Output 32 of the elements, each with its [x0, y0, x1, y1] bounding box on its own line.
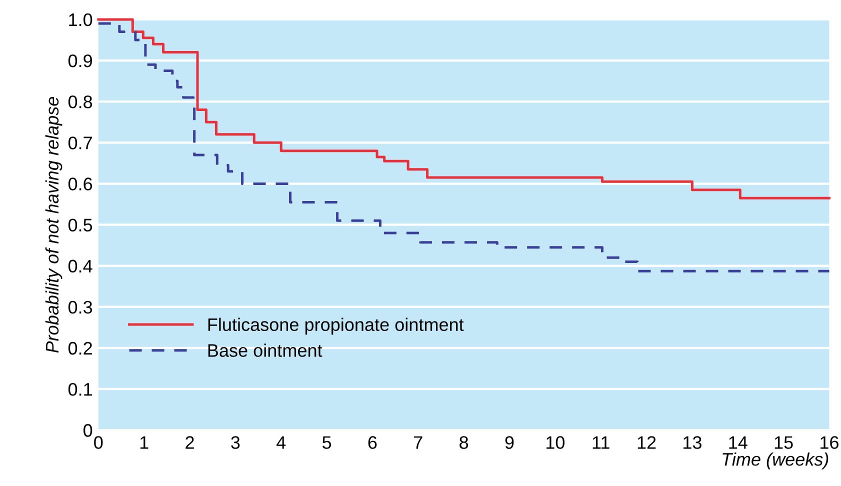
- x-tick-label: 7: [414, 436, 422, 449]
- x-tick-label: 16: [820, 436, 838, 449]
- y-axis-title: Probability of not having relapse: [45, 96, 62, 353]
- x-tick-label: 2: [186, 436, 194, 449]
- x-tick-label: 12: [638, 436, 656, 449]
- x-tick-label: 3: [231, 436, 240, 449]
- x-tick-label: 1: [140, 436, 148, 449]
- x-tick-label: 15: [774, 436, 793, 449]
- y-tick-label: 1.0: [69, 13, 92, 26]
- x-tick-label: 13: [684, 436, 702, 449]
- x-tick-label: 10: [546, 436, 564, 449]
- y-tick-label: 0.3: [68, 300, 92, 314]
- x-tick-label: 11: [592, 436, 610, 449]
- x-tick-label: 4: [276, 436, 286, 449]
- x-tick-label: 14: [729, 436, 748, 449]
- y-tick-label: 0.2: [68, 342, 92, 355]
- legend-label: Base ointment: [208, 344, 322, 357]
- x-tick-label: 0: [94, 436, 103, 449]
- y-tick-label: 0.9: [68, 54, 92, 68]
- x-axis-title: Time (weeks): [722, 452, 828, 470]
- x-tick-label: 6: [368, 436, 377, 449]
- x-tick-label: 5: [322, 436, 332, 449]
- y-tick-label: 0.8: [68, 96, 92, 108]
- legend-label: Fluticasone propionate ointment: [208, 318, 464, 335]
- y-tick-label: 0: [84, 424, 92, 437]
- y-tick-label: 0.7: [68, 136, 92, 150]
- x-tick-label: 8: [460, 436, 468, 449]
- y-tick-label: 0.4: [68, 260, 92, 273]
- y-tick-label: 0.5: [68, 218, 92, 232]
- x-tick-label: 9: [505, 436, 514, 449]
- y-tick-label: 0.1: [68, 382, 92, 396]
- y-tick-label: 0.6: [68, 178, 92, 190]
